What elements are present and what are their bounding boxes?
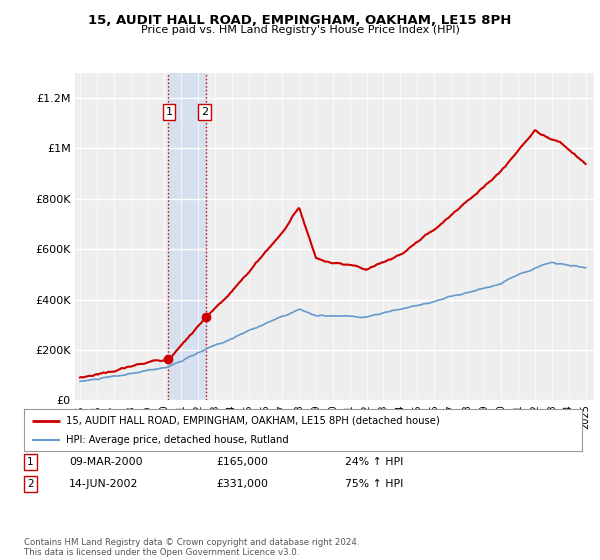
Text: 2: 2: [27, 479, 34, 489]
Text: 09-MAR-2000: 09-MAR-2000: [69, 457, 143, 467]
Text: 15, AUDIT HALL ROAD, EMPINGHAM, OAKHAM, LE15 8PH: 15, AUDIT HALL ROAD, EMPINGHAM, OAKHAM, …: [88, 14, 512, 27]
Text: Price paid vs. HM Land Registry's House Price Index (HPI): Price paid vs. HM Land Registry's House …: [140, 25, 460, 35]
Text: 1: 1: [166, 107, 172, 117]
Text: £331,000: £331,000: [216, 479, 268, 489]
Text: 24% ↑ HPI: 24% ↑ HPI: [345, 457, 403, 467]
Text: 15, AUDIT HALL ROAD, EMPINGHAM, OAKHAM, LE15 8PH (detached house): 15, AUDIT HALL ROAD, EMPINGHAM, OAKHAM, …: [66, 416, 440, 426]
Text: 14-JUN-2002: 14-JUN-2002: [69, 479, 139, 489]
Text: £165,000: £165,000: [216, 457, 268, 467]
Bar: [167, 73, 206, 400]
Text: 75% ↑ HPI: 75% ↑ HPI: [345, 479, 403, 489]
Text: 2: 2: [200, 107, 208, 117]
Text: 1: 1: [27, 457, 34, 467]
Text: Contains HM Land Registry data © Crown copyright and database right 2024.
This d: Contains HM Land Registry data © Crown c…: [24, 538, 359, 557]
Text: HPI: Average price, detached house, Rutland: HPI: Average price, detached house, Rutl…: [66, 435, 289, 445]
